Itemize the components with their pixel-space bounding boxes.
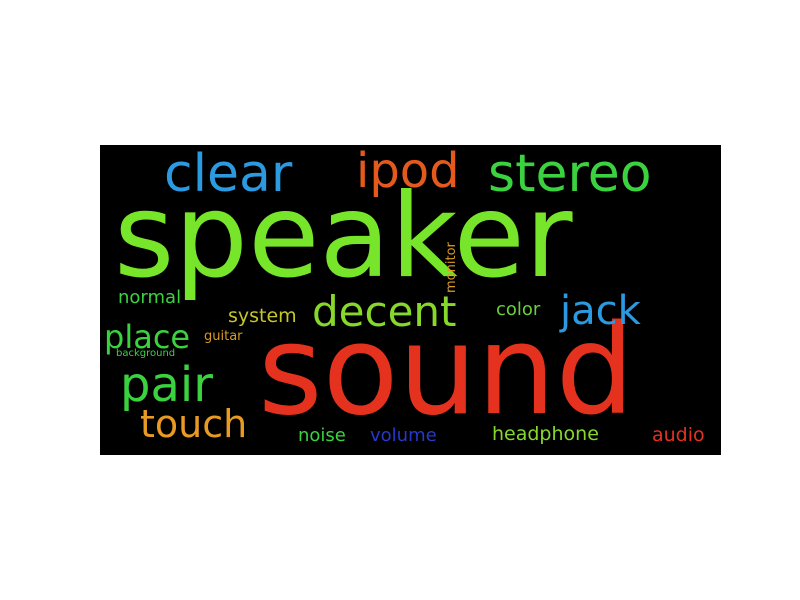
word-color: color bbox=[496, 299, 541, 320]
word-guitar: guitar bbox=[204, 329, 243, 344]
word-stereo: stereo bbox=[488, 145, 652, 204]
word-jack: jack bbox=[560, 288, 641, 334]
word-pair: pair bbox=[120, 357, 213, 413]
word-sound: sound bbox=[258, 299, 635, 443]
word-background: background bbox=[116, 348, 176, 359]
word-decent: decent bbox=[312, 287, 457, 336]
word-headphone: headphone bbox=[492, 423, 599, 445]
word-monitor: monitor bbox=[444, 242, 459, 293]
word-ipod: ipod bbox=[356, 145, 460, 199]
word-system: system bbox=[228, 305, 297, 327]
word-normal: normal bbox=[118, 287, 182, 308]
word-volume: volume bbox=[370, 425, 437, 446]
word-clear: clear bbox=[164, 145, 293, 204]
word-noise: noise bbox=[298, 425, 346, 446]
word-touch: touch bbox=[140, 402, 248, 446]
word-speaker: speaker bbox=[114, 169, 573, 304]
word-audio: audio bbox=[652, 424, 705, 446]
word-place: place bbox=[104, 318, 191, 356]
word-cloud: speaker sound clear ipod stereo decent j… bbox=[100, 145, 721, 455]
